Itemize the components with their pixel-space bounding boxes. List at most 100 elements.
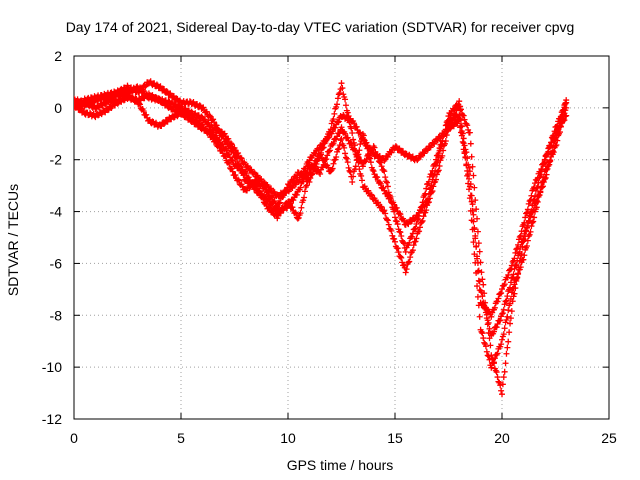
- data-point: [473, 243, 480, 250]
- data-point: [502, 298, 509, 305]
- data-point: [140, 87, 147, 94]
- data-point: [398, 232, 405, 239]
- data-point: [538, 165, 545, 172]
- data-point: [469, 163, 476, 170]
- data-point: [339, 85, 346, 92]
- data-point: [478, 289, 485, 296]
- data-point: [494, 298, 501, 305]
- data-point: [388, 227, 395, 234]
- data-point: [495, 295, 502, 302]
- data-point: [495, 378, 502, 385]
- data-point: [296, 176, 303, 183]
- data-point: [536, 191, 543, 198]
- data-point: [353, 157, 360, 164]
- data-point: [326, 147, 333, 154]
- data-point: [556, 129, 563, 136]
- data-point: [348, 125, 355, 132]
- data-point: [523, 242, 530, 249]
- data-point: [474, 283, 481, 290]
- data-point: [384, 183, 391, 190]
- data-point: [477, 259, 484, 266]
- data-point: [434, 158, 441, 165]
- data-point: [515, 270, 522, 277]
- data-point: [329, 128, 336, 135]
- data-point: [317, 151, 324, 158]
- data-point: [474, 260, 481, 267]
- data-series: [74, 78, 570, 398]
- data-point: [501, 368, 508, 375]
- data-point: [456, 98, 463, 105]
- data-point: [221, 152, 228, 159]
- x-tick-label: 25: [601, 430, 617, 446]
- x-tick-label: 10: [280, 430, 296, 446]
- data-point: [342, 130, 349, 137]
- data-point: [378, 163, 385, 170]
- data-point: [499, 336, 505, 343]
- data-point: [202, 126, 209, 133]
- data-point: [466, 183, 473, 190]
- data-point: [366, 154, 373, 161]
- data-point: [297, 184, 304, 191]
- data-point: [394, 245, 401, 252]
- data-point: [473, 206, 480, 213]
- data-point: [382, 210, 389, 217]
- data-point: [381, 168, 388, 175]
- data-point: [467, 192, 474, 199]
- data-point: [559, 111, 566, 118]
- data-point: [298, 204, 305, 211]
- data-point: [380, 184, 387, 191]
- data-point: [363, 139, 370, 146]
- y-tick-label: -2: [50, 152, 63, 168]
- data-point: [243, 170, 250, 177]
- data-point: [232, 147, 239, 154]
- data-point: [226, 151, 233, 158]
- data-point: [342, 102, 349, 109]
- data-point: [322, 138, 329, 145]
- data-point: [455, 101, 462, 108]
- data-point: [425, 191, 432, 198]
- data-point: [326, 148, 333, 155]
- data-point: [462, 154, 469, 161]
- data-point: [205, 119, 212, 126]
- data-point: [441, 131, 448, 138]
- data-point: [516, 249, 523, 256]
- data-point: [341, 144, 348, 151]
- data-point: [359, 177, 366, 184]
- data-point: [326, 134, 333, 141]
- data-point: [258, 175, 265, 182]
- data-point: [225, 135, 232, 142]
- data-point: [355, 151, 362, 158]
- data-point: [374, 174, 381, 181]
- data-point: [143, 111, 150, 118]
- data-point: [212, 138, 219, 145]
- data-point: [461, 150, 468, 157]
- data-point: [487, 342, 494, 349]
- y-tick-label: -12: [42, 411, 62, 427]
- data-point: [334, 119, 341, 126]
- data-point: [465, 180, 472, 187]
- data-point: [517, 243, 524, 250]
- data-point: [394, 221, 401, 228]
- data-point: [523, 224, 530, 231]
- data-point: [525, 218, 532, 225]
- data-point: [500, 306, 507, 313]
- data-point: [435, 153, 442, 160]
- data-point: [268, 193, 275, 200]
- data-point: [508, 289, 515, 296]
- data-point: [472, 197, 479, 204]
- data-point: [520, 235, 527, 242]
- data-point: [161, 120, 168, 127]
- data-point: [294, 215, 301, 222]
- series-curve-d: [74, 90, 570, 339]
- data-point: [368, 192, 375, 199]
- y-tick-label: 0: [54, 100, 62, 116]
- data-point: [548, 139, 555, 146]
- data-point: [386, 194, 393, 201]
- data-point: [521, 252, 528, 259]
- data-point: [229, 168, 236, 175]
- data-point: [457, 129, 464, 136]
- data-point: [316, 145, 323, 152]
- data-point: [349, 179, 356, 186]
- data-point: [332, 124, 339, 131]
